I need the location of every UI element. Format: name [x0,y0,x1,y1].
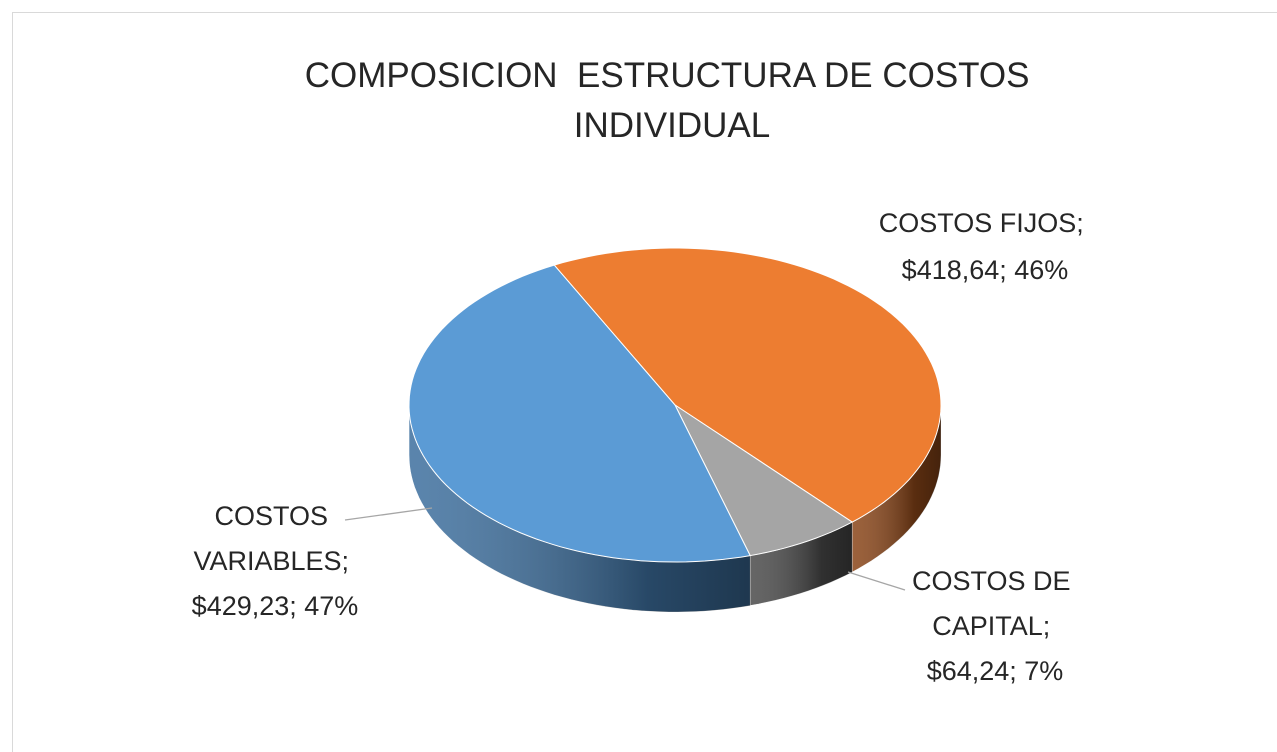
slice [408,264,751,563]
data-label: COSTOS VARIABLES; $429,23; 47% [192,501,359,621]
slice [673,403,854,557]
slice-side-shade [852,405,941,573]
slice-side-shade [409,405,751,612]
data-label: COSTOS DE CAPITAL; $64,24; 7% [912,566,1078,686]
chart-title: COMPOSICION ESTRUCTURA DE COSTOS INDIVID… [305,56,1039,145]
leader-line [847,571,906,591]
slice-side-shade [750,522,853,606]
slice [553,247,942,523]
pie [408,247,942,613]
data-label: COSTOS FIJOS; $418,64; 46% [879,208,1092,285]
leader-line [344,507,433,521]
